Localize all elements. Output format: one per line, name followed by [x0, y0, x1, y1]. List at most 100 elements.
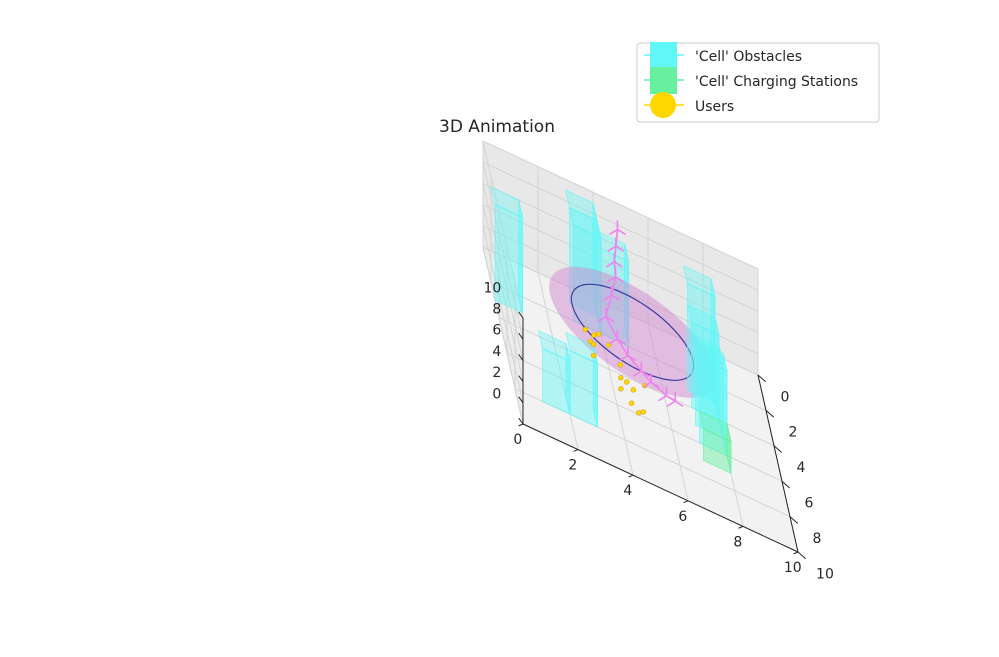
bar-face-top [686, 304, 720, 337]
y-tick [738, 525, 744, 529]
bar-face-top [698, 410, 732, 443]
grid-wall-xz [482, 183, 524, 361]
grid-floor-x [506, 352, 783, 482]
legend-marker-users [650, 92, 676, 118]
obstacle-bar [565, 332, 599, 428]
uav-marker-arm [617, 228, 626, 236]
uav-marker [608, 329, 626, 345]
user-point [590, 341, 597, 348]
uav-marker-arm [640, 370, 650, 377]
y-tick-label: 4 [623, 483, 632, 499]
bar-face-top [565, 332, 599, 365]
obstacle-bar [537, 329, 571, 415]
x-tick-label: 6 [804, 495, 813, 511]
user-point [623, 379, 630, 385]
user-point [582, 326, 588, 333]
z-tick-label: 10 [483, 280, 501, 296]
charging-station-bar [698, 410, 732, 475]
uav-marker-arm [607, 245, 617, 252]
obstacle-bar [694, 339, 728, 457]
grid-wall-xz [482, 140, 524, 319]
x-tick [757, 374, 767, 383]
z-tick [518, 375, 524, 382]
user-point [618, 386, 624, 392]
z-tick [518, 396, 524, 404]
y-tick-label: 0 [513, 432, 522, 448]
x-tick [773, 445, 783, 453]
obstacle-bar [490, 186, 524, 314]
uav-marker-arm [658, 394, 667, 402]
obstacle-bar [686, 304, 720, 421]
x-tick-label: 4 [796, 460, 805, 476]
uav-marker [597, 307, 615, 323]
y-tick-label: 2 [568, 458, 577, 474]
z-tick [518, 417, 524, 425]
grid-wall-yz [482, 140, 759, 270]
user-point [595, 331, 602, 337]
legend-label-users: Users [695, 99, 734, 115]
uav-marker-arm [666, 400, 676, 407]
uav-marker-arm [619, 354, 629, 362]
uav-marker-arm [609, 228, 618, 236]
uav-marker-arm [674, 400, 684, 407]
user-point [590, 352, 597, 359]
bar-face-top [682, 265, 716, 298]
z-tick [518, 332, 524, 340]
uav-marker-arm [611, 294, 621, 301]
x-tick [797, 551, 807, 560]
x-tick-label: 10 [816, 566, 834, 582]
legend: 'Cell' Obstacles 'Cell' Charging Station… [636, 42, 880, 123]
x-tick-label: 2 [788, 425, 797, 441]
z-tick-label: 0 [492, 386, 501, 402]
user-point [591, 332, 597, 338]
coverage-disk [549, 266, 716, 398]
uav-marker-arm [603, 294, 613, 301]
user-point [628, 400, 635, 406]
y-tick [573, 449, 579, 452]
user-point [630, 387, 637, 393]
uav-marker-arm [666, 394, 675, 402]
y-tick-label: 6 [678, 509, 687, 525]
uav-marker-arm [607, 276, 616, 283]
legend-label-obstacles: 'Cell' Obstacles [695, 49, 802, 65]
uav-marker [619, 346, 637, 362]
grid-wall-yz [482, 161, 759, 291]
y-axis-line [522, 423, 799, 553]
uav-marker-arm [608, 338, 618, 345]
uav-marker-arm [616, 338, 626, 345]
uav-marker-arm [615, 245, 625, 252]
legend-swatch-charging [650, 67, 677, 94]
y-tick [683, 500, 689, 504]
tick-marks [518, 311, 807, 560]
legend-swatch-obstacles [650, 42, 677, 69]
y-tick [793, 551, 799, 555]
x-tick [765, 410, 775, 418]
uav-marker-arm [650, 381, 660, 388]
uav-marker-arm [597, 316, 607, 323]
x-tick-label: 0 [780, 389, 789, 405]
tick-labels: 0 2 4 6 8 10 0 2 4 6 8 10 0 2 4 6 8 10 [483, 280, 833, 582]
user-point [617, 362, 624, 368]
user-point [618, 374, 624, 381]
y-tick-label: 10 [784, 560, 802, 576]
chart-title: 3D Animation [439, 117, 555, 137]
obstacle-bar [690, 332, 724, 439]
uav-marker-arm [615, 276, 624, 283]
x-tick [789, 516, 799, 524]
grid-wall-xz [482, 246, 524, 425]
grid-floor-x [498, 317, 775, 447]
uav-marker [642, 373, 660, 388]
bar-face-top [694, 339, 728, 372]
uav-marker [666, 392, 684, 407]
z-tick-label: 8 [492, 302, 501, 318]
grid-floor-y [537, 272, 579, 450]
plot-marks [490, 186, 732, 475]
y-tick-label: 8 [733, 534, 742, 550]
z-tick [518, 311, 524, 319]
uav-marker-arm [613, 261, 623, 268]
uav-marker-arm [605, 316, 615, 323]
uav-marker [658, 386, 675, 402]
x-tick [781, 480, 791, 489]
x-tick-label: 8 [812, 531, 821, 547]
z-tick-label: 2 [492, 365, 501, 381]
